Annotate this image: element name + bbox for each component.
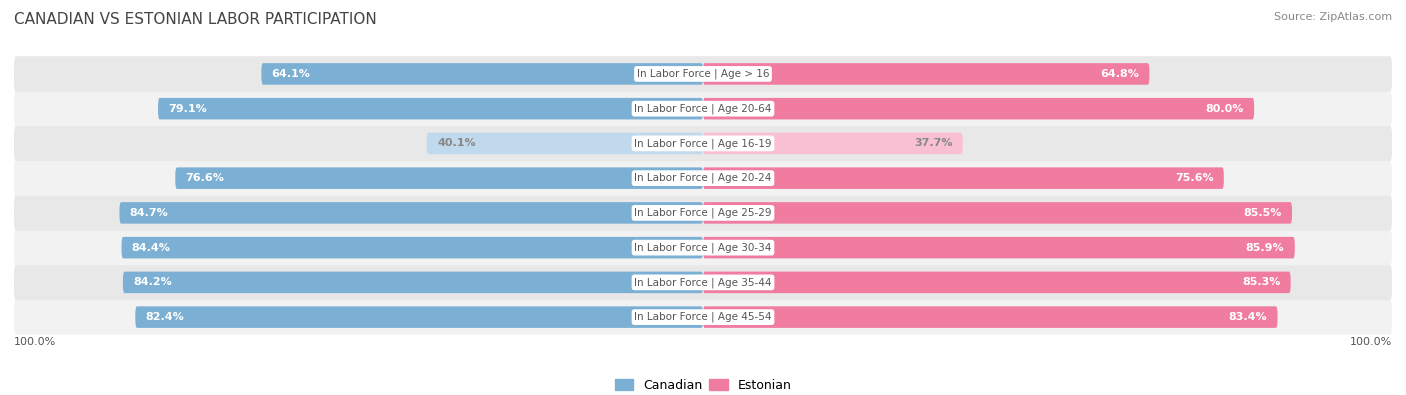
Text: In Labor Force | Age > 16: In Labor Force | Age > 16: [637, 69, 769, 79]
Text: In Labor Force | Age 25-29: In Labor Force | Age 25-29: [634, 208, 772, 218]
Text: 75.6%: 75.6%: [1175, 173, 1213, 183]
FancyBboxPatch shape: [14, 56, 1392, 92]
Text: In Labor Force | Age 20-64: In Labor Force | Age 20-64: [634, 103, 772, 114]
FancyBboxPatch shape: [427, 133, 703, 154]
FancyBboxPatch shape: [14, 91, 1392, 126]
FancyBboxPatch shape: [122, 272, 703, 293]
Text: 79.1%: 79.1%: [169, 103, 207, 114]
Text: 85.3%: 85.3%: [1241, 277, 1281, 288]
FancyBboxPatch shape: [703, 133, 963, 154]
Text: In Labor Force | Age 35-44: In Labor Force | Age 35-44: [634, 277, 772, 288]
FancyBboxPatch shape: [120, 202, 703, 224]
Text: In Labor Force | Age 45-54: In Labor Force | Age 45-54: [634, 312, 772, 322]
Text: 40.1%: 40.1%: [437, 138, 475, 149]
Text: 100.0%: 100.0%: [1350, 337, 1392, 347]
Text: 84.2%: 84.2%: [134, 277, 172, 288]
FancyBboxPatch shape: [703, 167, 1223, 189]
Text: 64.8%: 64.8%: [1101, 69, 1139, 79]
FancyBboxPatch shape: [703, 202, 1292, 224]
FancyBboxPatch shape: [14, 299, 1392, 335]
Legend: Canadian, Estonian: Canadian, Estonian: [610, 374, 796, 395]
Text: Source: ZipAtlas.com: Source: ZipAtlas.com: [1274, 12, 1392, 22]
FancyBboxPatch shape: [262, 63, 703, 85]
FancyBboxPatch shape: [14, 160, 1392, 196]
FancyBboxPatch shape: [14, 265, 1392, 300]
Text: In Labor Force | Age 16-19: In Labor Force | Age 16-19: [634, 138, 772, 149]
FancyBboxPatch shape: [14, 195, 1392, 231]
FancyBboxPatch shape: [703, 98, 1254, 119]
FancyBboxPatch shape: [135, 307, 703, 328]
FancyBboxPatch shape: [121, 237, 703, 258]
FancyBboxPatch shape: [703, 307, 1278, 328]
Text: In Labor Force | Age 20-24: In Labor Force | Age 20-24: [634, 173, 772, 183]
Text: 85.5%: 85.5%: [1243, 208, 1282, 218]
Text: 100.0%: 100.0%: [14, 337, 56, 347]
FancyBboxPatch shape: [14, 230, 1392, 265]
FancyBboxPatch shape: [14, 126, 1392, 161]
Text: 84.7%: 84.7%: [129, 208, 169, 218]
Text: 80.0%: 80.0%: [1205, 103, 1244, 114]
Text: 64.1%: 64.1%: [271, 69, 311, 79]
Text: In Labor Force | Age 30-34: In Labor Force | Age 30-34: [634, 243, 772, 253]
Text: 82.4%: 82.4%: [146, 312, 184, 322]
FancyBboxPatch shape: [157, 98, 703, 119]
FancyBboxPatch shape: [176, 167, 703, 189]
FancyBboxPatch shape: [703, 237, 1295, 258]
FancyBboxPatch shape: [703, 63, 1150, 85]
Text: 85.9%: 85.9%: [1246, 243, 1285, 253]
Text: CANADIAN VS ESTONIAN LABOR PARTICIPATION: CANADIAN VS ESTONIAN LABOR PARTICIPATION: [14, 12, 377, 27]
FancyBboxPatch shape: [703, 272, 1291, 293]
Text: 84.4%: 84.4%: [132, 243, 170, 253]
Text: 37.7%: 37.7%: [914, 138, 952, 149]
Text: 76.6%: 76.6%: [186, 173, 225, 183]
Text: 83.4%: 83.4%: [1229, 312, 1267, 322]
